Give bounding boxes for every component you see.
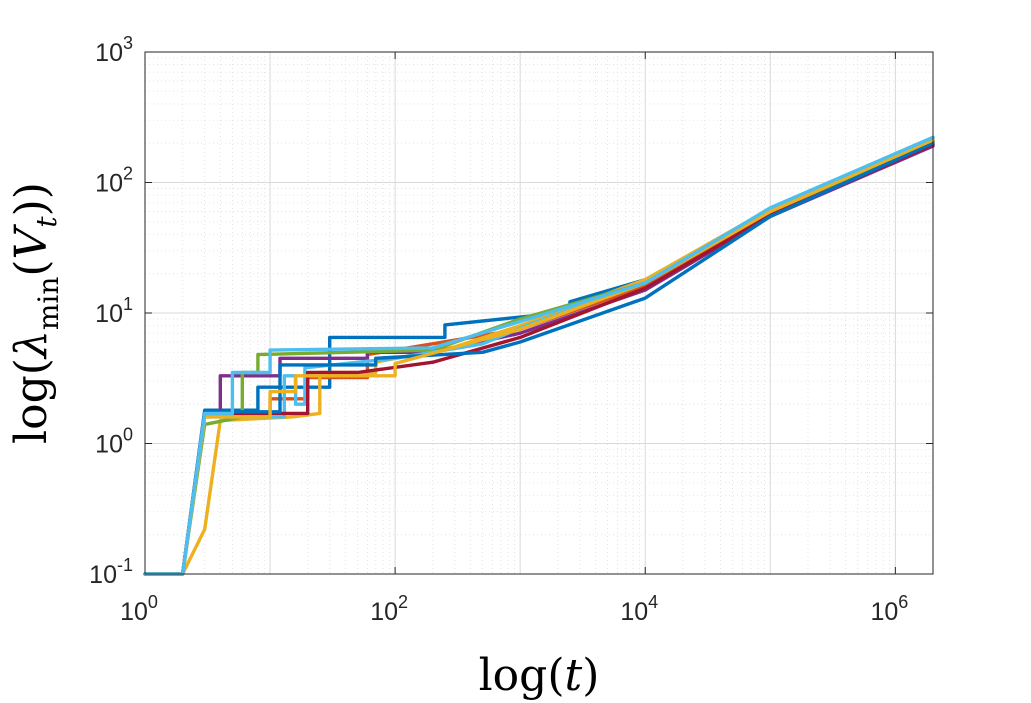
y-tick-label: 100 (95, 425, 133, 459)
y-tick-label: 101 (95, 294, 133, 328)
x-tick-label: 106 (870, 592, 908, 626)
y-axis-label: log(λmin(Vt)) (6, 182, 65, 444)
x-tick-label: 100 (120, 592, 158, 626)
series-line-10 (143, 135, 935, 576)
x-axis-label: log(t) (479, 650, 600, 701)
grid (144, 51, 934, 575)
y-tick-label: 103 (95, 33, 133, 67)
x-tick-label: 102 (370, 592, 408, 626)
series-group (143, 135, 935, 576)
x-tick-label: 104 (620, 592, 658, 626)
y-tick-label: 102 (95, 164, 133, 198)
y-tick-label: 10-1 (89, 555, 133, 589)
